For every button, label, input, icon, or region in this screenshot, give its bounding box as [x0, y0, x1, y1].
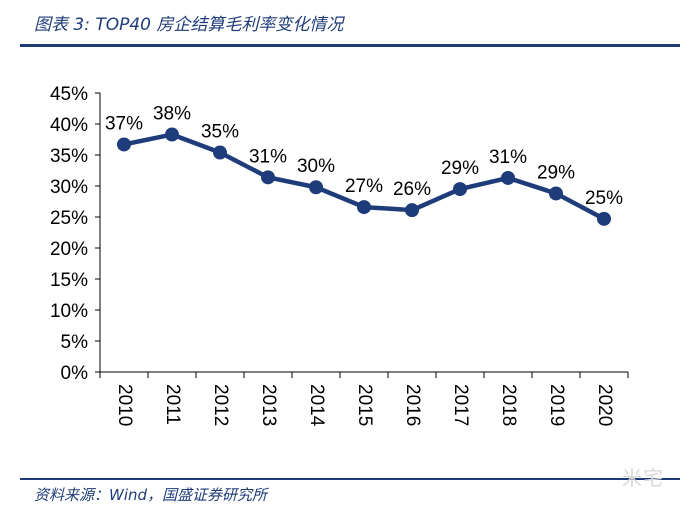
figure-title: 图表 3: TOP40 房企结算毛利率变化情况 [34, 15, 344, 35]
x-tick-label: 2017 [450, 384, 471, 426]
data-point [117, 137, 131, 152]
y-tick-label: 30% [50, 177, 88, 198]
data-label: 31% [249, 146, 287, 167]
data-point [357, 200, 371, 215]
data-label: 37% [105, 113, 143, 134]
x-tick-label: 2014 [306, 384, 327, 427]
data-point [405, 203, 419, 218]
y-tick-label: 25% [50, 208, 88, 229]
y-tick-label: 10% [50, 301, 88, 322]
x-tick-label: 2020 [594, 384, 615, 426]
data-label: 26% [393, 179, 431, 200]
data-label: 35% [201, 122, 239, 143]
x-tick-label: 2012 [210, 384, 231, 426]
x-tick-label: 2016 [402, 384, 423, 426]
y-tick-label: 5% [61, 332, 89, 353]
x-tick-label: 2013 [258, 384, 279, 426]
y-tick-label: 0% [61, 363, 89, 384]
y-tick-label: 35% [50, 146, 88, 167]
title-rule [20, 44, 680, 47]
data-point [165, 127, 179, 142]
data-point [213, 145, 227, 160]
data-point [549, 186, 563, 201]
data-label: 27% [345, 176, 383, 197]
data-point [501, 170, 515, 185]
watermark: 米宅 [622, 466, 664, 490]
data-label: 25% [585, 188, 623, 209]
source-note: 资料来源：Wind，国盛证券研究所 [34, 486, 268, 504]
data-label: 29% [537, 162, 575, 183]
data-label: 31% [489, 147, 527, 168]
x-tick-label: 2018 [498, 384, 519, 426]
x-tick-label: 2011 [162, 384, 183, 425]
source-rule [20, 478, 680, 480]
data-point [261, 170, 275, 185]
data-label: 30% [297, 156, 335, 177]
data-point [597, 211, 611, 226]
x-tick-label: 2015 [354, 384, 375, 426]
data-point [453, 182, 467, 197]
y-tick-label: 20% [50, 239, 88, 260]
x-tick-label: 2019 [546, 384, 567, 426]
y-tick-label: 40% [50, 115, 88, 136]
y-tick-label: 45% [50, 84, 88, 105]
data-label: 29% [441, 158, 479, 179]
y-tick-label: 15% [50, 270, 88, 291]
x-tick-label: 2010 [114, 384, 135, 426]
data-point [309, 180, 323, 195]
data-label: 38% [153, 104, 191, 125]
